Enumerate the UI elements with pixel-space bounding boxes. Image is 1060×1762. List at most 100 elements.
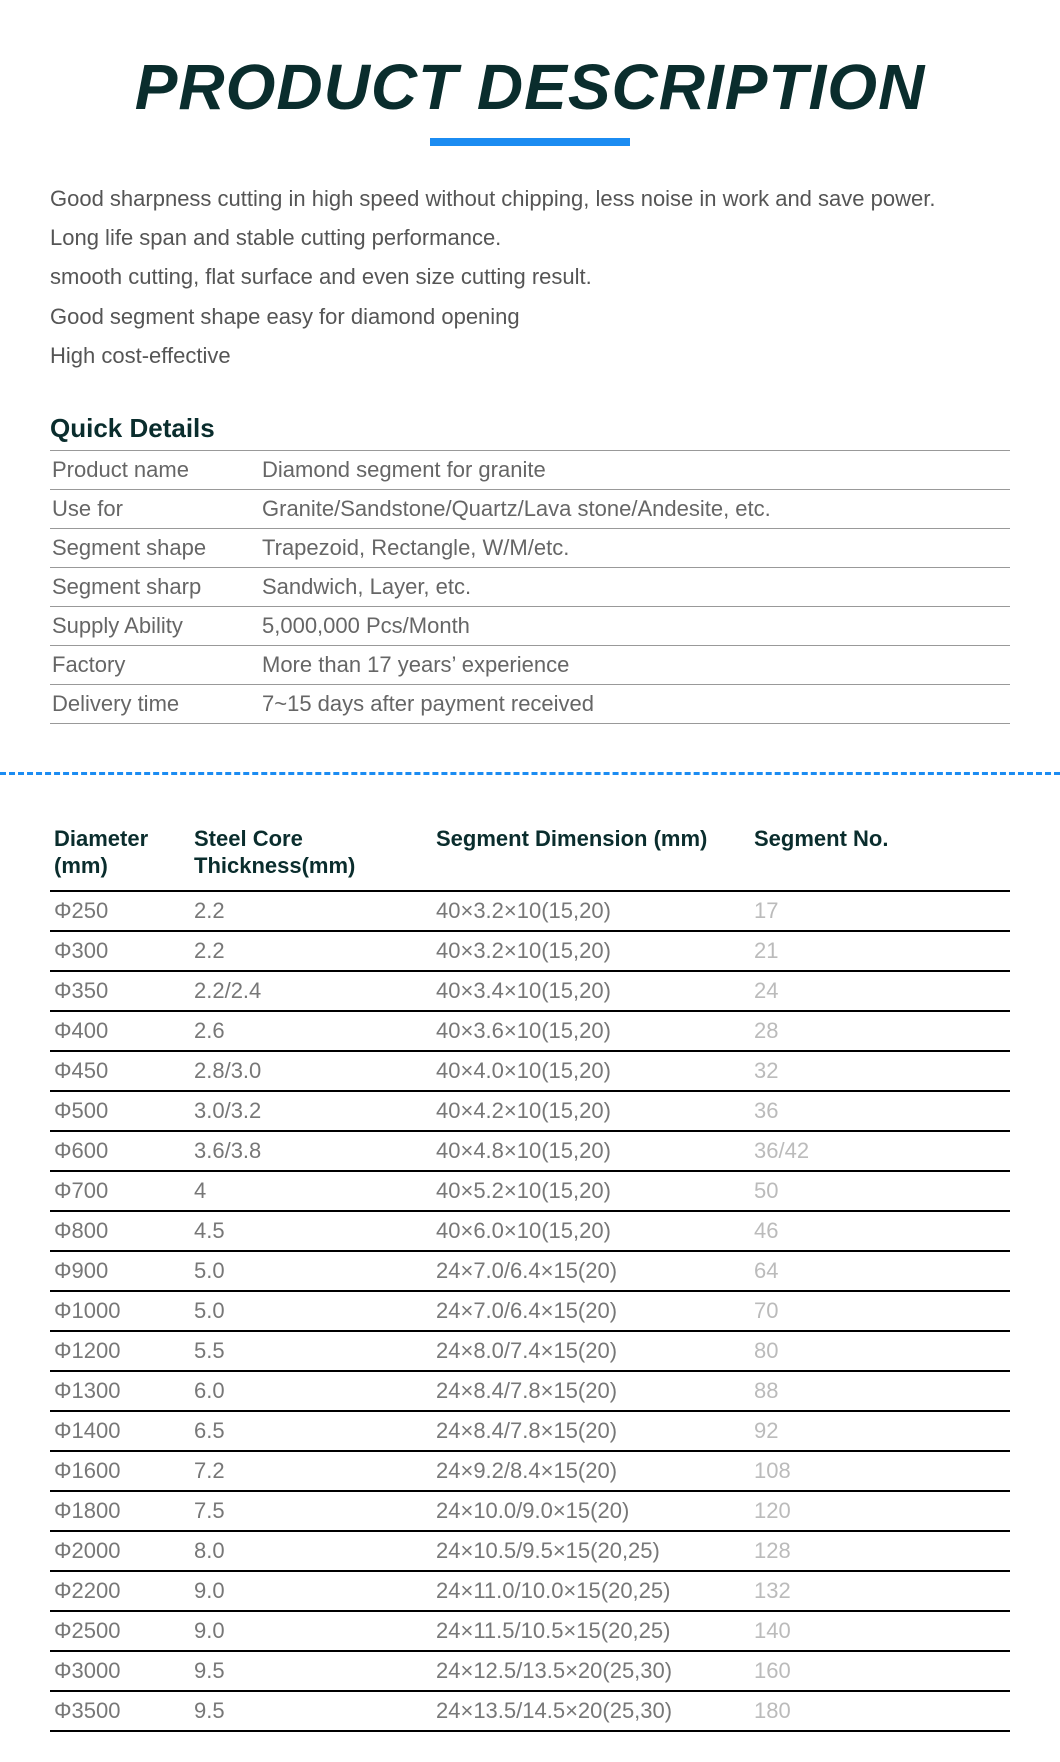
cell-thickness: 6.0 <box>190 1371 420 1411</box>
spec-row: Φ18007.524×10.0/9.0×15(20)120 <box>50 1491 1010 1531</box>
page-title: PRODUCT DESCRIPTION <box>50 50 1010 124</box>
cell-dimension: 24×7.0/6.4×15(20) <box>420 1251 750 1291</box>
spec-row: Φ10005.024×7.0/6.4×15(20)70 <box>50 1291 1010 1331</box>
feature-line: Good segment shape easy for diamond open… <box>50 299 1010 334</box>
cell-segment-no: 64 <box>750 1251 1010 1291</box>
details-label: Delivery time <box>50 684 260 723</box>
spec-header-row: Diameter (mm) Steel Core Thickness(mm) S… <box>50 825 1010 891</box>
cell-thickness: 9.0 <box>190 1571 420 1611</box>
cell-thickness: 9.5 <box>190 1691 420 1731</box>
cell-segment-no: 180 <box>750 1691 1010 1731</box>
spec-row: Φ4502.8/3.040×4.0×10(15,20)32 <box>50 1051 1010 1091</box>
details-value: 7~15 days after payment received <box>260 684 1010 723</box>
cell-thickness: 7.5 <box>190 1491 420 1531</box>
cell-dimension: 24×11.5/10.5×15(20,25) <box>420 1611 750 1651</box>
cell-thickness: 8.0 <box>190 1531 420 1571</box>
details-value: Diamond segment for granite <box>260 450 1010 489</box>
cell-thickness: 2.2/2.4 <box>190 971 420 1011</box>
col-header-diameter: Diameter (mm) <box>50 825 190 891</box>
cell-thickness: 5.5 <box>190 1331 420 1371</box>
cell-dimension: 40×4.8×10(15,20) <box>420 1131 750 1171</box>
cell-dimension: 24×8.4/7.8×15(20) <box>420 1411 750 1451</box>
cell-segment-no: 21 <box>750 931 1010 971</box>
cell-dimension: 40×6.0×10(15,20) <box>420 1211 750 1251</box>
spec-row: Φ16007.224×9.2/8.4×15(20)108 <box>50 1451 1010 1491</box>
cell-diameter: Φ1000 <box>50 1291 190 1331</box>
spec-row: Φ2502.240×3.2×10(15,20)17 <box>50 891 1010 931</box>
cell-dimension: 24×13.5/14.5×20(25,30) <box>420 1691 750 1731</box>
details-label: Product name <box>50 450 260 489</box>
cell-segment-no: 46 <box>750 1211 1010 1251</box>
col-header-thickness: Steel Core Thickness(mm) <box>190 825 420 891</box>
details-row: Product nameDiamond segment for granite <box>50 450 1010 489</box>
cell-thickness: 5.0 <box>190 1251 420 1291</box>
details-label: Use for <box>50 489 260 528</box>
details-value: Trapezoid, Rectangle, W/M/etc. <box>260 528 1010 567</box>
details-value: Sandwich, Layer, etc. <box>260 567 1010 606</box>
dashed-divider <box>0 772 1060 775</box>
details-value: Granite/Sandstone/Quartz/Lava stone/Ande… <box>260 489 1010 528</box>
cell-diameter: Φ250 <box>50 891 190 931</box>
cell-segment-no: 28 <box>750 1011 1010 1051</box>
details-row: Segment shapeTrapezoid, Rectangle, W/M/e… <box>50 528 1010 567</box>
spec-row: Φ25009.024×11.5/10.5×15(20,25)140 <box>50 1611 1010 1651</box>
cell-segment-no: 88 <box>750 1371 1010 1411</box>
cell-diameter: Φ600 <box>50 1131 190 1171</box>
details-row: Supply Ability5,000,000 Pcs/Month <box>50 606 1010 645</box>
title-underline <box>430 138 630 146</box>
cell-thickness: 2.2 <box>190 891 420 931</box>
cell-thickness: 9.0 <box>190 1611 420 1651</box>
cell-segment-no: 80 <box>750 1331 1010 1371</box>
details-label: Segment shape <box>50 528 260 567</box>
details-value: More than 17 years’ experience <box>260 645 1010 684</box>
quick-details-table: Product nameDiamond segment for graniteU… <box>50 450 1010 724</box>
cell-dimension: 40×5.2×10(15,20) <box>420 1171 750 1211</box>
cell-thickness: 5.0 <box>190 1291 420 1331</box>
spec-row: Φ700440×5.2×10(15,20)50 <box>50 1171 1010 1211</box>
cell-diameter: Φ400 <box>50 1011 190 1051</box>
cell-segment-no: 32 <box>750 1051 1010 1091</box>
cell-diameter: Φ2000 <box>50 1531 190 1571</box>
cell-diameter: Φ700 <box>50 1171 190 1211</box>
spec-row: Φ13006.024×8.4/7.8×15(20)88 <box>50 1371 1010 1411</box>
cell-segment-no: 36/42 <box>750 1131 1010 1171</box>
cell-diameter: Φ900 <box>50 1251 190 1291</box>
cell-segment-no: 36 <box>750 1091 1010 1131</box>
cell-diameter: Φ350 <box>50 971 190 1011</box>
cell-thickness: 4.5 <box>190 1211 420 1251</box>
cell-segment-no: 108 <box>750 1451 1010 1491</box>
cell-segment-no: 140 <box>750 1611 1010 1651</box>
feature-line: smooth cutting, flat surface and even si… <box>50 259 1010 294</box>
details-row: FactoryMore than 17 years’ experience <box>50 645 1010 684</box>
cell-diameter: Φ450 <box>50 1051 190 1091</box>
cell-thickness: 3.6/3.8 <box>190 1131 420 1171</box>
feature-line: Long life span and stable cutting perfor… <box>50 220 1010 255</box>
cell-dimension: 24×10.5/9.5×15(20,25) <box>420 1531 750 1571</box>
cell-diameter: Φ1600 <box>50 1451 190 1491</box>
cell-dimension: 24×8.4/7.8×15(20) <box>420 1371 750 1411</box>
col-header-segment-no: Segment No. <box>750 825 1010 891</box>
cell-segment-no: 24 <box>750 971 1010 1011</box>
spec-row: Φ3002.240×3.2×10(15,20)21 <box>50 931 1010 971</box>
spec-row: Φ14006.524×8.4/7.8×15(20)92 <box>50 1411 1010 1451</box>
cell-diameter: Φ300 <box>50 931 190 971</box>
cell-diameter: Φ800 <box>50 1211 190 1251</box>
spec-row: Φ22009.024×11.0/10.0×15(20,25)132 <box>50 1571 1010 1611</box>
cell-thickness: 2.8/3.0 <box>190 1051 420 1091</box>
cell-dimension: 24×7.0/6.4×15(20) <box>420 1291 750 1331</box>
spec-row: Φ20008.024×10.5/9.5×15(20,25)128 <box>50 1531 1010 1571</box>
spec-row: Φ6003.6/3.840×4.8×10(15,20)36/42 <box>50 1131 1010 1171</box>
cell-thickness: 7.2 <box>190 1451 420 1491</box>
cell-diameter: Φ2500 <box>50 1611 190 1651</box>
details-label: Segment sharp <box>50 567 260 606</box>
cell-diameter: Φ500 <box>50 1091 190 1131</box>
spec-row: Φ12005.524×8.0/7.4×15(20)80 <box>50 1331 1010 1371</box>
spec-row: Φ4002.640×3.6×10(15,20)28 <box>50 1011 1010 1051</box>
details-row: Segment sharpSandwich, Layer, etc. <box>50 567 1010 606</box>
details-label: Factory <box>50 645 260 684</box>
cell-thickness: 3.0/3.2 <box>190 1091 420 1131</box>
details-value: 5,000,000 Pcs/Month <box>260 606 1010 645</box>
details-row: Use forGranite/Sandstone/Quartz/Lava sto… <box>50 489 1010 528</box>
spec-row: Φ5003.0/3.240×4.2×10(15,20)36 <box>50 1091 1010 1131</box>
cell-dimension: 40×4.2×10(15,20) <box>420 1091 750 1131</box>
